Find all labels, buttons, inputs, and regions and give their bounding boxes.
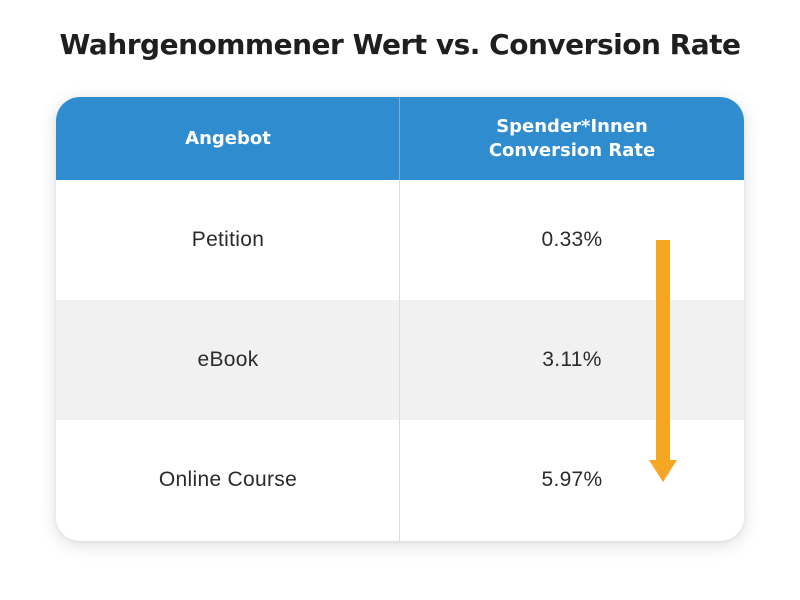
table-card: Angebot Spender*Innen Conversion Rate Pe… <box>56 97 744 541</box>
table-row: eBook 3.11% <box>56 300 744 420</box>
column-header-rate-line-1: Spender*Innen <box>496 115 648 137</box>
rate-cell: 3.11% <box>542 348 602 371</box>
offer-cell: Petition <box>191 228 265 251</box>
table-row: Online Course 5.97% <box>56 420 744 540</box>
down-arrow-icon <box>649 240 677 482</box>
table-row: Petition 0.33% <box>56 180 744 300</box>
table-header: Angebot Spender*Innen Conversion Rate <box>56 97 744 180</box>
offer-cell: Online Course <box>158 468 298 491</box>
arrow-head <box>649 460 677 482</box>
chart-title: Wahrgenommener Wert vs. Conversion Rate <box>59 28 741 61</box>
rate-cell: 5.97% <box>541 468 603 491</box>
column-header-rate-line-2: Conversion Rate <box>488 139 656 161</box>
rate-cell: 0.33% <box>541 228 603 251</box>
column-header-conversion-rate: Spender*Innen Conversion Rate <box>400 97 744 180</box>
column-header-offer: Angebot <box>56 97 400 180</box>
header-divider <box>399 97 400 180</box>
column-header-offer-label: Angebot <box>185 127 271 149</box>
arrow-shaft <box>656 240 670 462</box>
column-divider <box>399 180 400 541</box>
offer-cell: eBook <box>197 348 259 371</box>
